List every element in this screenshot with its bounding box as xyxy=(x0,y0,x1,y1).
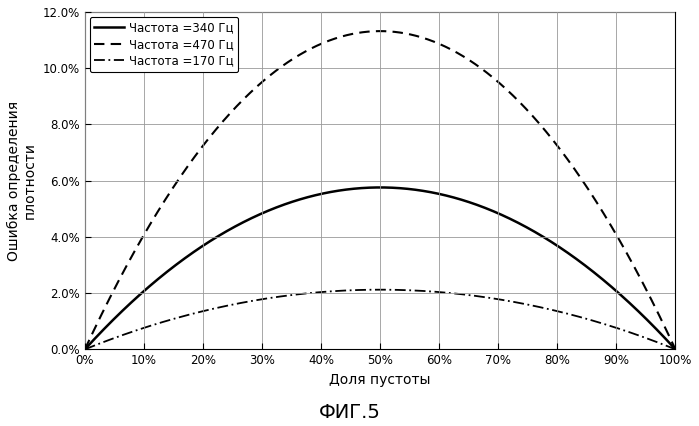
Частота =470 Гц xyxy=(552,142,561,147)
Частота =470 Гц xyxy=(141,230,150,235)
Line: Частота =340 Гц: Частота =340 Гц xyxy=(85,187,675,349)
Частота =340 Гц xyxy=(80,347,89,352)
Частота =340 Гц xyxy=(487,208,495,213)
Частота =170 Гц xyxy=(542,306,550,311)
X-axis label: Доля пустоты: Доля пустоты xyxy=(329,373,431,387)
Частота =170 Гц xyxy=(671,347,679,352)
Частота =170 Гц xyxy=(319,289,328,294)
Частота =470 Гц xyxy=(319,40,328,45)
Line: Частота =170 Гц: Частота =170 Гц xyxy=(85,290,675,349)
Частота =340 Гц xyxy=(319,191,328,196)
Частота =340 Гц xyxy=(542,236,550,241)
Частота =340 Гц xyxy=(141,288,150,293)
Частота =470 Гц xyxy=(341,33,350,38)
Частота =170 Гц xyxy=(375,287,384,292)
Частота =470 Гц xyxy=(542,129,550,134)
Y-axis label: Ошибка определения
плотности: Ошибка определения плотности xyxy=(7,101,37,261)
Частота =170 Гц xyxy=(552,308,561,314)
Частота =470 Гц xyxy=(375,29,384,34)
Частота =340 Гц xyxy=(375,185,384,190)
Частота =470 Гц xyxy=(671,347,679,352)
Text: ФИГ.5: ФИГ.5 xyxy=(319,403,380,422)
Частота =340 Гц xyxy=(671,347,679,352)
Line: Частота =470 Гц: Частота =470 Гц xyxy=(85,31,675,349)
Legend: Частота =340 Гц, Частота =470 Гц, Частота =170 Гц: Частота =340 Гц, Частота =470 Гц, Частот… xyxy=(89,17,238,72)
Частота =170 Гц xyxy=(141,325,150,330)
Частота =170 Гц xyxy=(341,288,350,293)
Частота =470 Гц xyxy=(487,73,495,78)
Частота =170 Гц xyxy=(487,296,495,301)
Частота =470 Гц xyxy=(80,347,89,352)
Частота =340 Гц xyxy=(552,243,561,248)
Частота =170 Гц xyxy=(80,347,89,352)
Частота =340 Гц xyxy=(341,187,350,192)
